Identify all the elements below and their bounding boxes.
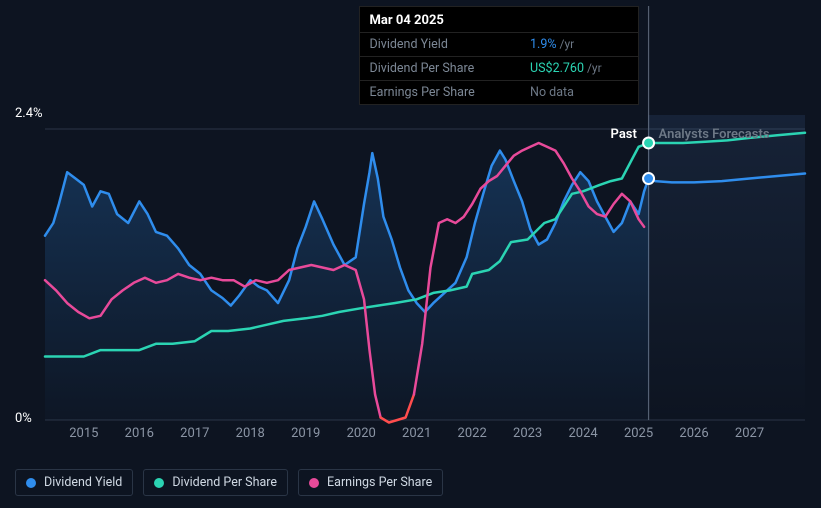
past-section-label: Past bbox=[611, 127, 637, 142]
legend-label: Dividend Per Share bbox=[172, 475, 277, 490]
legend-dot-icon bbox=[309, 478, 319, 488]
tooltip-row: Dividend Yield 1.9%/yr bbox=[360, 33, 638, 57]
tooltip-row: Earnings Per Share No data bbox=[360, 81, 638, 105]
legend-dot-icon bbox=[154, 478, 164, 488]
chart-legend: Dividend Yield Dividend Per Share Earnin… bbox=[15, 469, 443, 496]
x-axis-tick-label: 2017 bbox=[180, 426, 209, 441]
legend-item-dividend-yield[interactable]: Dividend Yield bbox=[15, 469, 133, 496]
x-axis-tick-label: 2019 bbox=[291, 426, 320, 441]
tooltip-row-value: No data bbox=[520, 81, 638, 105]
x-axis-tick-label: 2016 bbox=[125, 426, 154, 441]
y-axis-tick-label: 2.4% bbox=[15, 106, 43, 121]
x-axis-tick-label: 2027 bbox=[735, 426, 764, 441]
y-axis-tick-label: 0% bbox=[15, 411, 32, 426]
forecast-section-label: Analysts Forecasts bbox=[659, 127, 770, 142]
legend-label: Earnings Per Share bbox=[327, 475, 432, 490]
tooltip-row-label: Dividend Yield bbox=[360, 33, 520, 57]
x-axis-tick-label: 2023 bbox=[513, 426, 542, 441]
legend-item-earnings-per-share[interactable]: Earnings Per Share bbox=[298, 469, 443, 496]
x-axis-tick-label: 2022 bbox=[458, 426, 487, 441]
tooltip-row: Dividend Per Share US$2.760/yr bbox=[360, 57, 638, 81]
tooltip-row-value: US$2.760/yr bbox=[520, 57, 638, 81]
tooltip-row-value: 1.9%/yr bbox=[520, 33, 638, 57]
x-axis-tick-label: 2021 bbox=[402, 426, 431, 441]
tooltip-table: Dividend Yield 1.9%/yrDividend Per Share… bbox=[360, 32, 638, 104]
tooltip-date: Mar 04 2025 bbox=[360, 7, 638, 32]
tooltip-row-label: Earnings Per Share bbox=[360, 81, 520, 105]
x-axis-tick-label: 2024 bbox=[568, 426, 597, 441]
dividend-chart[interactable]: Mar 04 2025 Dividend Yield 1.9%/yrDivide… bbox=[0, 0, 821, 508]
legend-label: Dividend Yield bbox=[44, 475, 122, 490]
x-axis-tick-label: 2018 bbox=[236, 426, 265, 441]
tooltip-row-label: Dividend Per Share bbox=[360, 57, 520, 81]
x-axis-tick-label: 2025 bbox=[624, 426, 653, 441]
legend-dot-icon bbox=[26, 478, 36, 488]
chart-tooltip: Mar 04 2025 Dividend Yield 1.9%/yrDivide… bbox=[359, 6, 639, 105]
x-axis-tick-label: 2026 bbox=[679, 426, 708, 441]
x-axis-tick-label: 2015 bbox=[69, 426, 98, 441]
x-axis-tick-label: 2020 bbox=[347, 426, 376, 441]
legend-item-dividend-per-share[interactable]: Dividend Per Share bbox=[143, 469, 288, 496]
